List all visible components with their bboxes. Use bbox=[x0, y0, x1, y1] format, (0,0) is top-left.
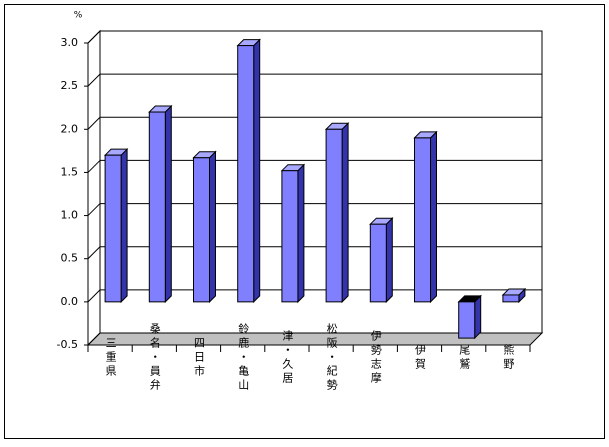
grid-line-side bbox=[87, 30, 101, 44]
bar-side bbox=[341, 122, 349, 304]
grid-line-side bbox=[87, 289, 101, 303]
bar-side bbox=[474, 294, 482, 340]
x-tick-label: 松阪・紀勢 bbox=[325, 322, 338, 393]
bar bbox=[369, 223, 387, 303]
grid-line-side bbox=[87, 203, 101, 216]
bar bbox=[325, 128, 343, 303]
bar-side bbox=[164, 104, 172, 304]
x-tick-label: 熊野 bbox=[502, 343, 515, 372]
x-tick-label: 四日市 bbox=[193, 337, 206, 379]
x-tick-label: 伊賀 bbox=[414, 344, 427, 372]
side-wall bbox=[87, 29, 101, 347]
bar bbox=[281, 170, 299, 303]
y-tick-label: 1.5 bbox=[61, 165, 79, 178]
bar-side bbox=[297, 163, 305, 304]
bar bbox=[104, 154, 122, 303]
bar bbox=[502, 294, 520, 303]
bar-side bbox=[120, 147, 128, 304]
y-tick-label: 2.5 bbox=[61, 79, 79, 92]
y-tick-label: 1.0 bbox=[61, 209, 79, 222]
grid-line-side bbox=[87, 332, 101, 346]
bar-side bbox=[253, 38, 261, 304]
grid-line-side bbox=[87, 73, 101, 87]
x-tick-label: 津・久居 bbox=[281, 330, 294, 386]
grid-line-side bbox=[87, 246, 101, 260]
y-tick-label: 0.5 bbox=[61, 252, 79, 265]
x-tick-label: 尾鷲 bbox=[458, 344, 471, 372]
bar bbox=[458, 301, 476, 339]
x-tick-label: 三重県 bbox=[104, 337, 117, 379]
bar-side bbox=[385, 216, 393, 304]
y-tick-label: 0.0 bbox=[61, 295, 79, 308]
x-tick-label: 伊勢志摩 bbox=[369, 330, 382, 386]
y-tick-label: 2.0 bbox=[61, 122, 79, 135]
bar bbox=[193, 157, 210, 303]
y-tick-label: -0.5 bbox=[57, 338, 78, 351]
y-tick-label: 3.0 bbox=[61, 36, 79, 49]
grid-line-side bbox=[87, 116, 101, 130]
bar-side bbox=[430, 130, 437, 304]
bar-side bbox=[209, 150, 216, 304]
x-tick-label: 桑名・員弁 bbox=[148, 323, 161, 393]
bar bbox=[414, 137, 431, 303]
grid-line-side bbox=[87, 160, 101, 173]
unit-label: % bbox=[74, 11, 83, 21]
x-tick-label: 鈴鹿・亀山 bbox=[237, 322, 250, 393]
bar bbox=[237, 45, 255, 303]
bar bbox=[148, 111, 166, 303]
